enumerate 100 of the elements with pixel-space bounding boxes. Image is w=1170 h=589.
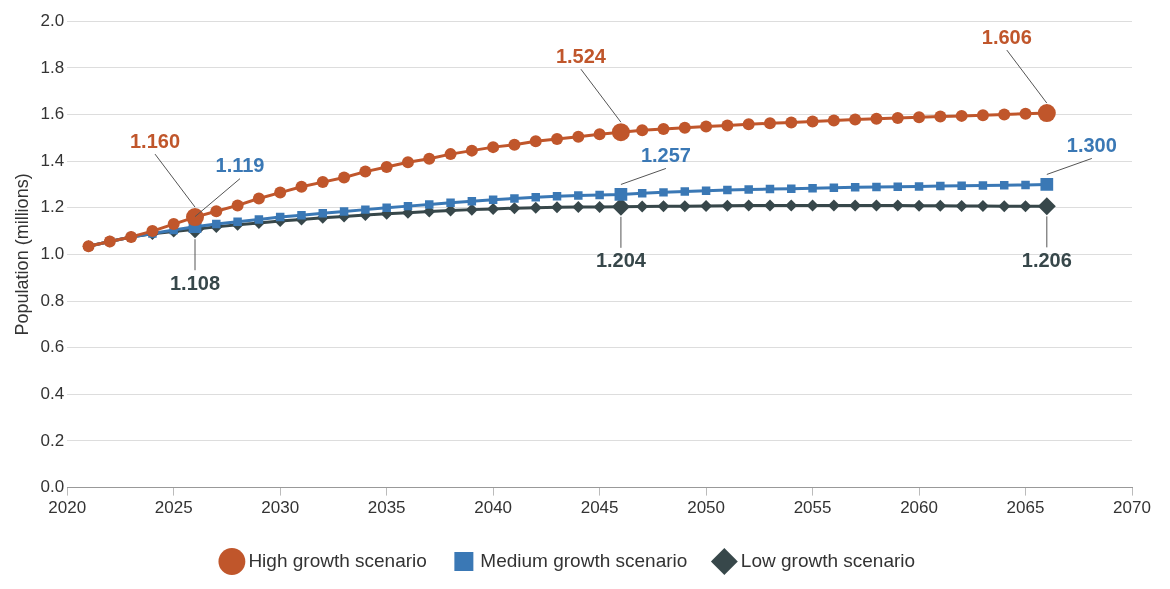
- x-tick-label: 2070: [1113, 498, 1151, 518]
- point: [572, 130, 585, 143]
- y-tick-label: 0.6: [40, 337, 65, 357]
- point: [551, 132, 564, 145]
- point: [423, 152, 436, 165]
- point: [574, 191, 583, 200]
- point: [531, 193, 540, 202]
- x-tick-label: 2035: [367, 498, 406, 518]
- point: [678, 121, 691, 134]
- y-tick-label: 1.8: [40, 57, 65, 77]
- point: [595, 190, 604, 200]
- point: [934, 110, 947, 123]
- point: [680, 187, 690, 196]
- point: [297, 210, 306, 220]
- point: [872, 182, 881, 192]
- data-label: 1.204: [595, 249, 647, 272]
- point: [806, 115, 819, 128]
- point: [529, 135, 542, 148]
- y-tick-label: 0.2: [40, 430, 65, 450]
- point: [254, 215, 264, 224]
- y-tick-label: 0.4: [40, 384, 65, 404]
- point: [212, 219, 221, 229]
- data-label: 1.606: [981, 25, 1032, 48]
- point: [359, 165, 372, 178]
- point: [721, 199, 734, 212]
- point: [723, 185, 732, 195]
- point: [465, 144, 478, 157]
- y-axis-title: Population (millions): [11, 173, 32, 336]
- data-label: 1.160: [129, 129, 181, 152]
- point: [380, 160, 393, 173]
- point: [827, 114, 840, 127]
- point: [849, 113, 862, 126]
- y-tick-label: 2.0: [40, 10, 65, 30]
- point: [955, 109, 968, 122]
- point: [1019, 107, 1032, 120]
- point: [657, 122, 670, 135]
- point: [744, 185, 753, 194]
- point: [1021, 180, 1030, 190]
- point: [785, 116, 798, 129]
- point: [957, 181, 966, 191]
- point: [659, 188, 668, 197]
- point: [339, 207, 349, 216]
- y-tick-label: 0.0: [40, 477, 65, 497]
- point: [552, 192, 562, 201]
- point: [508, 138, 521, 151]
- point: [401, 156, 414, 169]
- point: [700, 120, 713, 133]
- x-tick-label: 2020: [48, 498, 87, 518]
- x-tick-label: 2055: [793, 498, 832, 518]
- point: [167, 218, 180, 231]
- point: [361, 205, 370, 214]
- legend-label: High growth scenario: [248, 549, 427, 571]
- data-label: 1.257: [640, 143, 691, 166]
- point: [1019, 200, 1032, 213]
- data-label: 1.206: [1021, 248, 1072, 271]
- point: [978, 181, 988, 190]
- point: [636, 124, 649, 137]
- point: [510, 194, 519, 203]
- point: [487, 141, 500, 154]
- point: [316, 176, 329, 189]
- x-tick-label: 2060: [900, 498, 938, 518]
- point: [742, 118, 755, 131]
- point: [998, 200, 1011, 213]
- y-tick-label: 1.4: [40, 150, 65, 170]
- data-label: 1.524: [555, 44, 607, 67]
- point: [529, 201, 542, 214]
- point: [934, 199, 947, 212]
- point: [787, 184, 796, 193]
- point: [382, 203, 391, 212]
- point: [870, 112, 883, 125]
- x-tick-label: 2040: [474, 498, 513, 518]
- point: [763, 117, 776, 130]
- point: [252, 192, 265, 205]
- point: [338, 171, 351, 184]
- point: [444, 148, 457, 161]
- y-tick-label: 1.0: [40, 244, 65, 264]
- y-tick-label: 0.8: [40, 290, 65, 310]
- point: [446, 198, 455, 208]
- point: [976, 109, 989, 122]
- point: [701, 186, 711, 195]
- data-label: 1.108: [169, 271, 221, 294]
- point: [936, 181, 945, 191]
- point: [274, 186, 287, 199]
- y-tick-label: 1.6: [40, 104, 65, 124]
- point: [572, 201, 585, 214]
- point: [657, 200, 670, 213]
- point: [914, 182, 924, 191]
- data-label: 1.119: [215, 154, 265, 177]
- point: [808, 183, 817, 193]
- point: [913, 111, 926, 124]
- x-tick-label: 2025: [154, 498, 193, 518]
- point: [998, 108, 1011, 121]
- legend-label: Medium growth scenario: [480, 549, 688, 571]
- point: [295, 180, 308, 193]
- point: [425, 200, 434, 209]
- point: [318, 209, 328, 218]
- point: [955, 199, 968, 212]
- point: [593, 201, 606, 214]
- point: [508, 202, 521, 215]
- point: [721, 119, 734, 132]
